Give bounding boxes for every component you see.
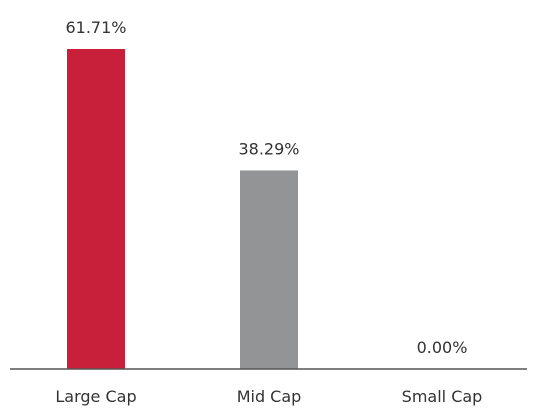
data-label-mid-cap: 38.29% (238, 139, 299, 158)
tick-labels-group: Large Cap Mid Cap Small Cap (55, 387, 482, 406)
bars-group (67, 49, 298, 369)
tick-label-small-cap: Small Cap (402, 387, 483, 406)
tick-label-mid-cap: Mid Cap (237, 387, 302, 406)
value-labels-group: 61.71% 38.29% 0.00% (65, 18, 467, 357)
data-label-large-cap: 61.71% (65, 18, 126, 37)
tick-label-large-cap: Large Cap (55, 387, 136, 406)
bar-mid-cap (240, 170, 298, 369)
data-label-small-cap: 0.00% (417, 338, 468, 357)
bar-large-cap (67, 49, 125, 369)
